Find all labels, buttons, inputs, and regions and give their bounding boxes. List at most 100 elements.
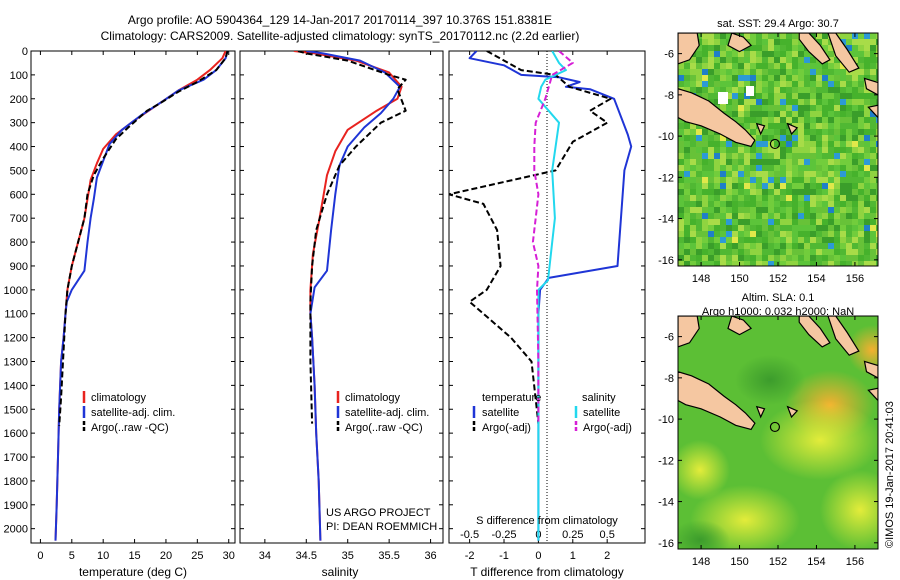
sst-pixel (708, 159, 714, 165)
sst-pixel (732, 201, 738, 207)
sst-pixel (690, 261, 696, 266)
sst-pixel (714, 183, 720, 189)
sst-pixel (792, 99, 798, 105)
sst-pixel (714, 237, 720, 243)
sst-pixel (858, 189, 864, 195)
x-tick-label: 20 (160, 550, 172, 562)
sst-pixel (816, 207, 822, 213)
sst-pixel (858, 93, 864, 99)
sst-pixel (732, 147, 738, 153)
series-argo (297, 51, 407, 424)
sst-pixel (756, 141, 762, 147)
sst-pixel (774, 63, 780, 69)
sst-pixel (720, 261, 726, 266)
sst-pixel (828, 189, 834, 195)
sst-pixel (750, 153, 756, 159)
sst-pixel (750, 63, 756, 69)
sst-pixel (852, 141, 858, 147)
sst-pixel (840, 219, 846, 225)
sst-pixel (726, 171, 732, 177)
sst-pixel (870, 171, 876, 177)
sst-pixel (762, 147, 768, 153)
sst-pixel (840, 249, 846, 255)
sst-pixel (714, 57, 720, 63)
sst-pixel (864, 75, 870, 81)
sst-pixel (708, 219, 714, 225)
sst-pixel (708, 147, 714, 153)
sst-pixel (762, 87, 768, 93)
sst-pixel (756, 183, 762, 189)
sst-pixel (798, 183, 804, 189)
sst-pixel (726, 231, 732, 237)
x2-tick-label: 0.5 (600, 529, 615, 541)
sst-pixel (690, 171, 696, 177)
sst-pixel (828, 123, 834, 129)
sst-pixel (858, 255, 864, 261)
sst-pixel (768, 75, 774, 81)
sst-pixel (786, 117, 792, 123)
sst-pixel (690, 147, 696, 153)
sst-pixel (864, 177, 870, 183)
sst-pixel (786, 261, 792, 266)
sst-pixel (798, 123, 804, 129)
sst-pixel (840, 147, 846, 153)
lat-tick-label: -10 (658, 131, 674, 143)
sst-pixel (696, 243, 702, 249)
sst-pixel (774, 237, 780, 243)
sst-pixel (780, 123, 786, 129)
sst-pixel (864, 99, 870, 105)
sst-pixel (756, 189, 762, 195)
sst-pixel (852, 237, 858, 243)
sst-pixel (774, 243, 780, 249)
sst-pixel (870, 213, 876, 219)
sst-pixel (792, 189, 798, 195)
sst-pixel (834, 189, 840, 195)
sst-pixel (834, 243, 840, 249)
sst-pixel (828, 135, 834, 141)
sst-pixel (864, 201, 870, 207)
sst-pixel (708, 231, 714, 237)
sst-pixel (768, 123, 774, 129)
sst-pixel (750, 213, 756, 219)
sst-pixel (828, 219, 834, 225)
sst-pixel (864, 183, 870, 189)
sst-pixel (864, 45, 870, 51)
sst-pixel (732, 249, 738, 255)
sst-pixel (690, 231, 696, 237)
sst-pixel (732, 243, 738, 249)
sst-pixel (714, 261, 720, 266)
sst-pixel (678, 123, 684, 129)
low-anomaly (678, 520, 730, 549)
sst-pixel (708, 243, 714, 249)
sst-pixel (702, 93, 708, 99)
sst-pixel (714, 177, 720, 183)
sst-pixel (858, 201, 864, 207)
sst-pixel (792, 147, 798, 153)
x-tick-label: 36 (424, 550, 436, 562)
sst-pixel (720, 147, 726, 153)
sst-pixel (702, 129, 708, 135)
sst-pixel (690, 183, 696, 189)
sst-pixel (858, 87, 864, 93)
sst-pixel (756, 261, 762, 266)
sst-pixel (810, 75, 816, 81)
sst-pixel (834, 201, 840, 207)
sst-pixel (828, 81, 834, 87)
sst-pixel (864, 261, 870, 266)
lat-tick-label: -16 (658, 255, 674, 267)
sst-pixel (786, 153, 792, 159)
sst-pixel (744, 231, 750, 237)
sst-pixel (798, 231, 804, 237)
sst-pixel (876, 189, 878, 195)
sst-pixel (678, 165, 684, 171)
sst-pixel (690, 63, 696, 69)
sst-pixel (708, 87, 714, 93)
sst-pixel (840, 33, 846, 39)
sst-pixel (708, 255, 714, 261)
sst-pixel (696, 165, 702, 171)
sst-pixel (726, 255, 732, 261)
sst-pixel (786, 243, 792, 249)
project-label: US ARGO PROJECT (326, 507, 431, 519)
sst-pixel (720, 201, 726, 207)
y-tick-label: 1300 (4, 356, 28, 368)
